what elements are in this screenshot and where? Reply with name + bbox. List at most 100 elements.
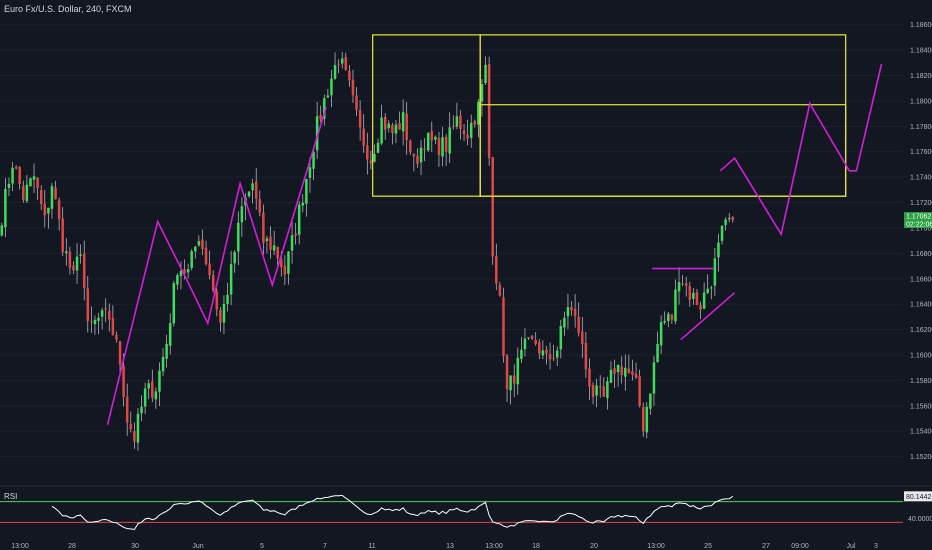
candle-body xyxy=(717,242,720,258)
candle-body xyxy=(459,115,462,129)
candle-body xyxy=(702,292,706,309)
candle-body xyxy=(441,137,444,157)
candle-body xyxy=(190,251,193,269)
candle-body xyxy=(473,121,477,125)
candle-body xyxy=(581,331,584,345)
candle-body xyxy=(570,307,573,311)
rsi-panel xyxy=(0,485,932,531)
candle-body xyxy=(65,251,68,254)
candle-body xyxy=(684,283,688,286)
candle-body xyxy=(290,235,294,251)
bar-countdown-label: 02:22:06 xyxy=(906,222,932,229)
candle-body xyxy=(613,368,616,374)
candle-body xyxy=(552,358,555,360)
candle-body xyxy=(699,304,702,310)
candle-body xyxy=(61,218,64,253)
candle-body xyxy=(79,254,82,256)
price-tick-label: 1.17000 xyxy=(910,225,932,232)
price-tick-label: 1.16200 xyxy=(910,327,932,334)
candle-body xyxy=(197,241,201,246)
time-tick-label: Jul xyxy=(847,543,856,550)
candle-body xyxy=(566,307,570,317)
price-tick-label: 1.18400 xyxy=(910,48,932,55)
candle-body xyxy=(18,167,21,185)
candle-body xyxy=(380,117,383,144)
candle-body xyxy=(652,362,656,394)
candle-body xyxy=(548,353,552,360)
time-tick-label: 13 xyxy=(446,543,454,550)
candle-body xyxy=(226,294,229,304)
price-tick-label: 1.18200 xyxy=(910,73,932,80)
candle-body xyxy=(208,263,211,276)
rsi-value-badge xyxy=(904,491,932,502)
candle-body xyxy=(36,177,39,189)
candle-body xyxy=(133,431,136,442)
candle-body xyxy=(211,274,215,291)
price-axis[interactable]: 1.18600 1.18400 1.18200 1.18000 1.17800 1.176… xyxy=(904,22,932,523)
candle-body xyxy=(373,153,376,162)
candle-body xyxy=(538,342,541,354)
candle-body xyxy=(355,95,358,110)
candle-body xyxy=(502,297,505,357)
candle-body xyxy=(681,283,684,285)
price-tick-label: 1.18000 xyxy=(910,98,932,105)
time-axis[interactable]: 13:00 28 30 Jun 5 7 11 13 13:00 18 20 13:00 25 27 09:0… xyxy=(11,543,878,550)
candle-body xyxy=(111,317,115,336)
price-tick-label: 1.15200 xyxy=(910,454,932,461)
price-tick-label: 1.17400 xyxy=(910,175,932,182)
candle-body xyxy=(276,246,279,259)
candle-body xyxy=(426,132,430,151)
candle-body xyxy=(674,289,677,322)
candle-body xyxy=(606,381,609,399)
price-tick-label: 1.16400 xyxy=(910,302,932,309)
candle-body xyxy=(620,366,623,376)
candle-body xyxy=(627,368,631,373)
candle-body xyxy=(598,386,602,388)
candle-body xyxy=(455,116,459,127)
time-tick-label: 13:00 xyxy=(647,543,665,550)
candle-body xyxy=(505,355,509,390)
zigzag-projection-line xyxy=(106,107,327,425)
candle-body xyxy=(667,313,670,322)
candle-body xyxy=(125,396,129,423)
candle-body xyxy=(670,314,674,320)
candle-body xyxy=(469,122,473,138)
rsi-level-label: 40.0000 xyxy=(908,516,932,523)
drawings[interactable] xyxy=(106,34,883,425)
candle-body xyxy=(731,216,735,221)
candle-body xyxy=(172,283,176,324)
candle-body xyxy=(591,384,595,397)
candle-body xyxy=(512,375,516,384)
zigzag-projection-line xyxy=(719,63,883,237)
candle-body xyxy=(706,288,709,293)
supply-zone-box xyxy=(479,34,847,197)
candle-body xyxy=(186,269,190,273)
candle-body xyxy=(337,63,340,65)
candle-body xyxy=(577,316,580,333)
candle-body xyxy=(692,292,695,299)
candle-body xyxy=(480,84,484,102)
candle-body xyxy=(240,206,244,223)
candle-body xyxy=(165,343,168,359)
candle-body xyxy=(280,259,283,268)
candle-body xyxy=(688,286,692,301)
candle-body xyxy=(401,112,405,132)
candle-body xyxy=(624,367,627,377)
candle-body xyxy=(444,136,448,152)
candle-body xyxy=(462,130,466,135)
price-tick-label: 1.15400 xyxy=(910,429,932,436)
price-tick-label: 1.16600 xyxy=(910,276,932,283)
candle-body xyxy=(32,176,36,180)
candle-body xyxy=(287,251,290,274)
time-tick-label: 11 xyxy=(368,543,375,550)
candle-body xyxy=(100,310,104,317)
candle-body xyxy=(201,239,204,249)
candle-body xyxy=(143,388,147,407)
candle-body xyxy=(25,184,29,202)
candle-body xyxy=(656,343,659,363)
candle-body xyxy=(394,124,398,134)
candle-body xyxy=(68,251,72,268)
candle-body xyxy=(595,385,598,396)
candle-body xyxy=(645,406,649,433)
